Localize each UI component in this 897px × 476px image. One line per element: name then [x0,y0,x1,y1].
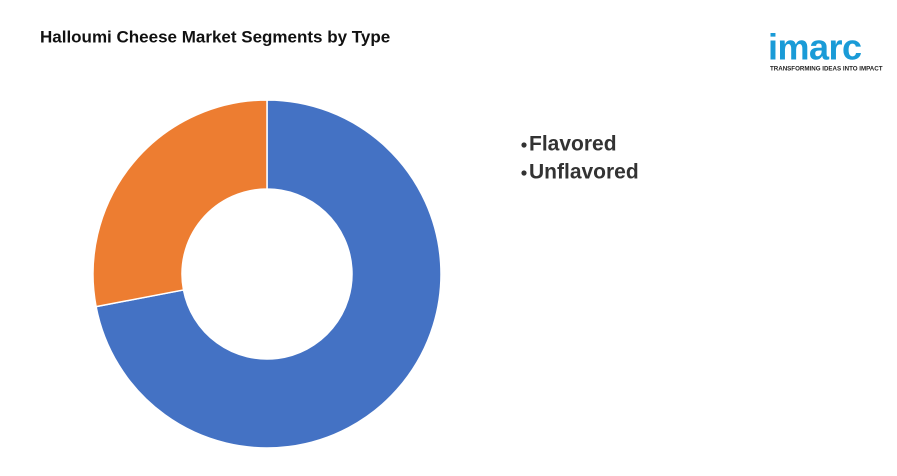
logo-tagline: TRANSFORMING IDEAS INTO IMPACT [770,66,883,73]
legend: Flavored Unflavored [521,133,639,184]
donut [92,99,442,449]
legend-bullet [521,170,527,176]
donut-segment [92,99,268,308]
chart-title: Halloumi Cheese Market Segments by Type [40,27,390,46]
logo-name: imarc [768,27,862,68]
donut-segment [95,99,442,449]
legend-label: Unflavored [529,161,639,184]
legend-bullet [521,142,527,148]
legend-label: Flavored [529,133,617,156]
